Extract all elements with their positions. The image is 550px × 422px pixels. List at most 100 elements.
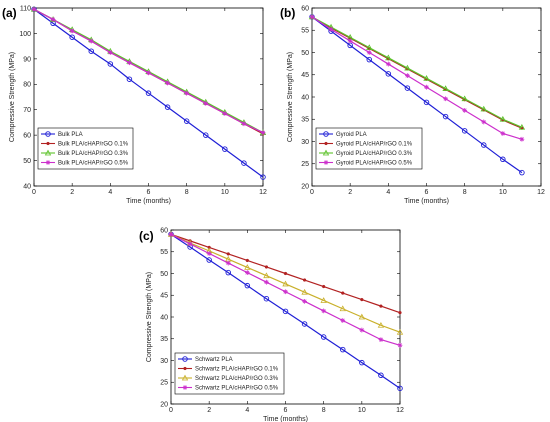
data-point xyxy=(283,271,288,276)
data-point xyxy=(442,113,449,120)
data-point xyxy=(366,50,372,55)
series-4 xyxy=(31,6,266,135)
data-point xyxy=(500,156,506,163)
data-point xyxy=(206,251,212,256)
y-axis-label: Compressive Strength (MPa) xyxy=(287,52,294,142)
y-tick-label: 20 xyxy=(160,401,168,408)
data-point xyxy=(398,311,402,315)
legend: Bulk PLA Bulk PLA/cHAP/rGO 0.1% Bulk PLA/c… xyxy=(37,127,134,170)
data-point xyxy=(519,136,525,142)
x-tick-label: 6 xyxy=(425,189,429,196)
data-point xyxy=(499,115,507,122)
data-point xyxy=(341,291,345,295)
data-point xyxy=(69,28,75,34)
data-point xyxy=(518,123,526,130)
data-point xyxy=(461,128,468,134)
chart-panel-2: (b) 0 2 4 6 8 10 12 20 25 30 35 40 45 50 55 60 Time (mont… xyxy=(280,5,545,205)
y-tick-label: 80 xyxy=(23,82,31,89)
y-tick-label: 25 xyxy=(301,161,309,168)
data-point xyxy=(260,130,266,135)
y-tick-label: 30 xyxy=(160,358,168,365)
series-line xyxy=(170,233,401,333)
data-point xyxy=(164,104,171,110)
data-point xyxy=(203,100,209,106)
x-tick-label: 2 xyxy=(70,189,74,196)
y-tick-label: 60 xyxy=(23,133,31,140)
x-tick-label: 0 xyxy=(310,189,314,196)
data-point xyxy=(405,73,410,79)
y-tick-label: 70 xyxy=(23,107,31,114)
data-point xyxy=(225,260,231,266)
x-tick-label: 2 xyxy=(207,407,211,414)
data-point xyxy=(263,272,270,279)
data-point xyxy=(461,95,468,102)
x-axis-label: Time (months) xyxy=(126,198,171,205)
data-point xyxy=(244,264,251,270)
data-point xyxy=(462,107,468,113)
data-point xyxy=(226,252,230,256)
data-point xyxy=(302,278,307,282)
data-point xyxy=(309,14,315,20)
series-line xyxy=(170,233,401,389)
data-point xyxy=(168,231,174,237)
data-point xyxy=(347,38,353,44)
panel-label: (c) xyxy=(139,229,154,243)
y-tick-label: 45 xyxy=(160,293,168,300)
y-tick-label: 60 xyxy=(301,5,309,12)
series-line xyxy=(311,16,523,129)
data-point xyxy=(423,99,430,106)
y-axis-label: Compressive Strength (MPa) xyxy=(9,52,16,142)
series-line xyxy=(311,16,523,140)
series-line xyxy=(311,16,523,174)
legend-swatch-marker xyxy=(322,149,330,156)
data-point xyxy=(146,70,151,76)
data-point xyxy=(244,270,250,276)
data-point xyxy=(377,321,385,328)
series-4 xyxy=(309,14,525,142)
y-tick-label: 60 xyxy=(160,227,168,234)
legend-swatch-marker xyxy=(45,131,51,137)
y-tick-label: 50 xyxy=(160,271,168,278)
data-point xyxy=(183,118,190,124)
data-point xyxy=(328,26,334,32)
x-tick-label: 8 xyxy=(322,407,326,414)
data-point xyxy=(202,132,209,138)
data-point xyxy=(69,34,75,40)
data-point xyxy=(107,50,113,55)
data-point xyxy=(222,111,228,116)
legend: Schwartz PLA Schwartz PLA/cHAP/rGO 0.1% Sc… xyxy=(174,352,285,395)
data-point xyxy=(480,105,487,112)
data-point xyxy=(423,74,430,81)
chart-panel-1: (a) 0 2 4 6 8 10 12 40 50 60 70 80 90 100 110 Time (mont… xyxy=(2,5,267,205)
y-tick-label: 110 xyxy=(20,5,31,12)
panel-label: (b) xyxy=(280,6,295,20)
data-point xyxy=(88,48,94,54)
data-point xyxy=(320,297,327,303)
data-point xyxy=(385,71,392,77)
y-tick-label: 55 xyxy=(301,28,309,35)
legend-swatch-marker xyxy=(183,366,187,371)
y-tick-label: 25 xyxy=(160,380,168,387)
legend-swatch-marker xyxy=(181,374,189,381)
data-point xyxy=(165,80,170,86)
y-tick-label: 90 xyxy=(23,56,31,63)
y-tick-label: 55 xyxy=(160,249,168,256)
y-tick-label: 30 xyxy=(301,139,309,146)
data-point xyxy=(404,85,411,91)
x-tick-label: 8 xyxy=(463,189,467,196)
data-point xyxy=(481,119,487,125)
y-tick-label: 100 xyxy=(19,31,31,38)
legend-entry-label: Schwartz PLA/cHAP/rGO 0.5% xyxy=(195,386,279,392)
data-point xyxy=(322,284,326,289)
data-point xyxy=(385,54,392,61)
x-tick-label: 6 xyxy=(284,407,288,414)
legend-box xyxy=(174,352,285,395)
data-point xyxy=(264,265,269,269)
x-tick-label: 8 xyxy=(185,189,189,196)
y-axis-label: Compressive Strength (MPa) xyxy=(146,272,153,362)
data-point xyxy=(378,372,384,379)
legend-entry-label: Bulk PLA/cHAP/rGO 0.5% xyxy=(58,161,129,167)
panel-label: (a) xyxy=(2,6,17,20)
x-axis-label: Time (months) xyxy=(263,416,308,422)
legend-entry-label: Schwartz PLA xyxy=(195,357,233,363)
